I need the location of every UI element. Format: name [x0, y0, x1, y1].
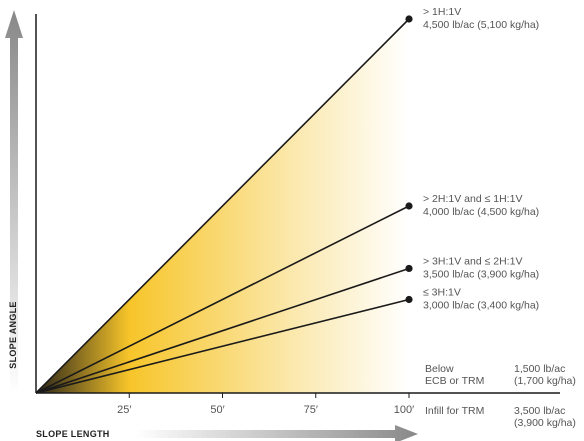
series-ratio-label: > 2H:1V and ≤ 1H:1V [423, 193, 522, 205]
series-rate-label: 4,500 lb/ac (5,100 kg/ha) [423, 19, 539, 31]
note-label-below: Below [425, 363, 454, 375]
x-axis-title: SLOPE LENGTH [36, 429, 110, 439]
series-rate-label: 3,500 lb/ac (3,900 kg/ha) [423, 268, 539, 280]
x-ticks: 25′ 50′ 75′ 100′ [117, 393, 414, 416]
note-label-below: ECB or TRM [425, 375, 484, 387]
series-endpoint-s4 [405, 295, 413, 304]
series-endpoint-s2 [405, 202, 413, 210]
y-axis-title: SLOPE ANGLE [8, 301, 18, 368]
note-value-infill: (3,900 kg/ha) [514, 417, 576, 429]
note-value-below: (1,700 kg/ha) [514, 375, 576, 387]
series-ratio-label: ≤ 3H:1V [423, 287, 461, 299]
x-axis-arrow [135, 425, 418, 441]
x-tick-label: 50′ [210, 404, 224, 416]
series-rate-label: 4,000 lb/ac (4,500 kg/ha) [423, 206, 539, 218]
x-tick-label: 100′ [394, 404, 414, 416]
series-ratio-label: > 3H:1V and ≤ 2H:1V [423, 255, 522, 267]
axes [35, 14, 560, 394]
note-label-infill: Infill for TRM [425, 405, 484, 417]
series-rate-label: 3,000 lb/ac (3,400 kg/ha) [423, 300, 539, 312]
series-line-s1 [35, 18, 410, 394]
series-endpoint-s1 [405, 15, 413, 23]
series-layer [35, 15, 413, 394]
series-labels: > 1H:1V4,500 lb/ac (5,100 kg/ha) > 2H:1V … [423, 6, 539, 312]
x-tick-label: 25′ [117, 404, 131, 416]
note-value-infill: 3,500 lb/ac [514, 405, 565, 417]
series-line-s4 [35, 298, 410, 394]
y-axis-arrow [5, 10, 23, 395]
series-line-s3 [35, 267, 410, 394]
note-value-below: 1,500 lb/ac [514, 363, 565, 375]
series-ratio-label: > 1H:1V [423, 6, 461, 18]
series-line-s2 [35, 205, 410, 394]
series-endpoint-s3 [405, 264, 413, 273]
x-tick-label: 75′ [304, 404, 318, 416]
axis-arrows [5, 10, 418, 441]
